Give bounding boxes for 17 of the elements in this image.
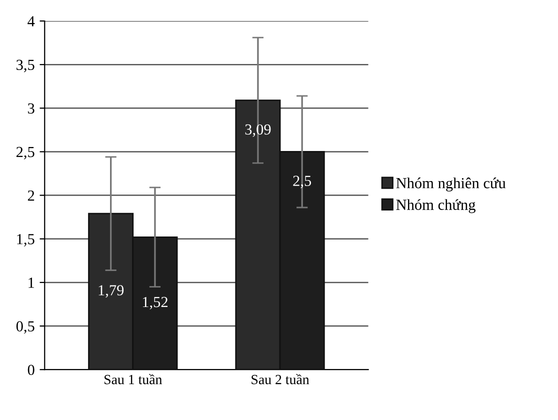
data-label: 2,5 — [293, 176, 312, 188]
y-tick-label: 0,5 — [16, 321, 34, 334]
x-tick-label: Sau 2 tuần — [252, 374, 310, 384]
legend-label: Nhóm nghiên cứu — [396, 178, 506, 192]
y-tick-label: 4 — [28, 16, 35, 26]
data-label: 1,52 — [142, 296, 168, 310]
y-tick-label: 0 — [28, 364, 34, 376]
y-tick-label: 1,5 — [17, 234, 34, 247]
data-label: 1,79 — [98, 285, 124, 298]
y-tick-label: 1 — [28, 278, 34, 288]
x-tick-label: Sau 1 tuần — [104, 374, 162, 384]
data-label: 3,09 — [245, 124, 271, 137]
y-tick-label: 2 — [28, 190, 34, 201]
y-tick-label: 3 — [28, 103, 34, 114]
y-tick-label: 3,5 — [16, 60, 34, 72]
legend-label: Nhóm chứng — [396, 199, 476, 214]
y-tick-label: 2,5 — [16, 146, 34, 160]
